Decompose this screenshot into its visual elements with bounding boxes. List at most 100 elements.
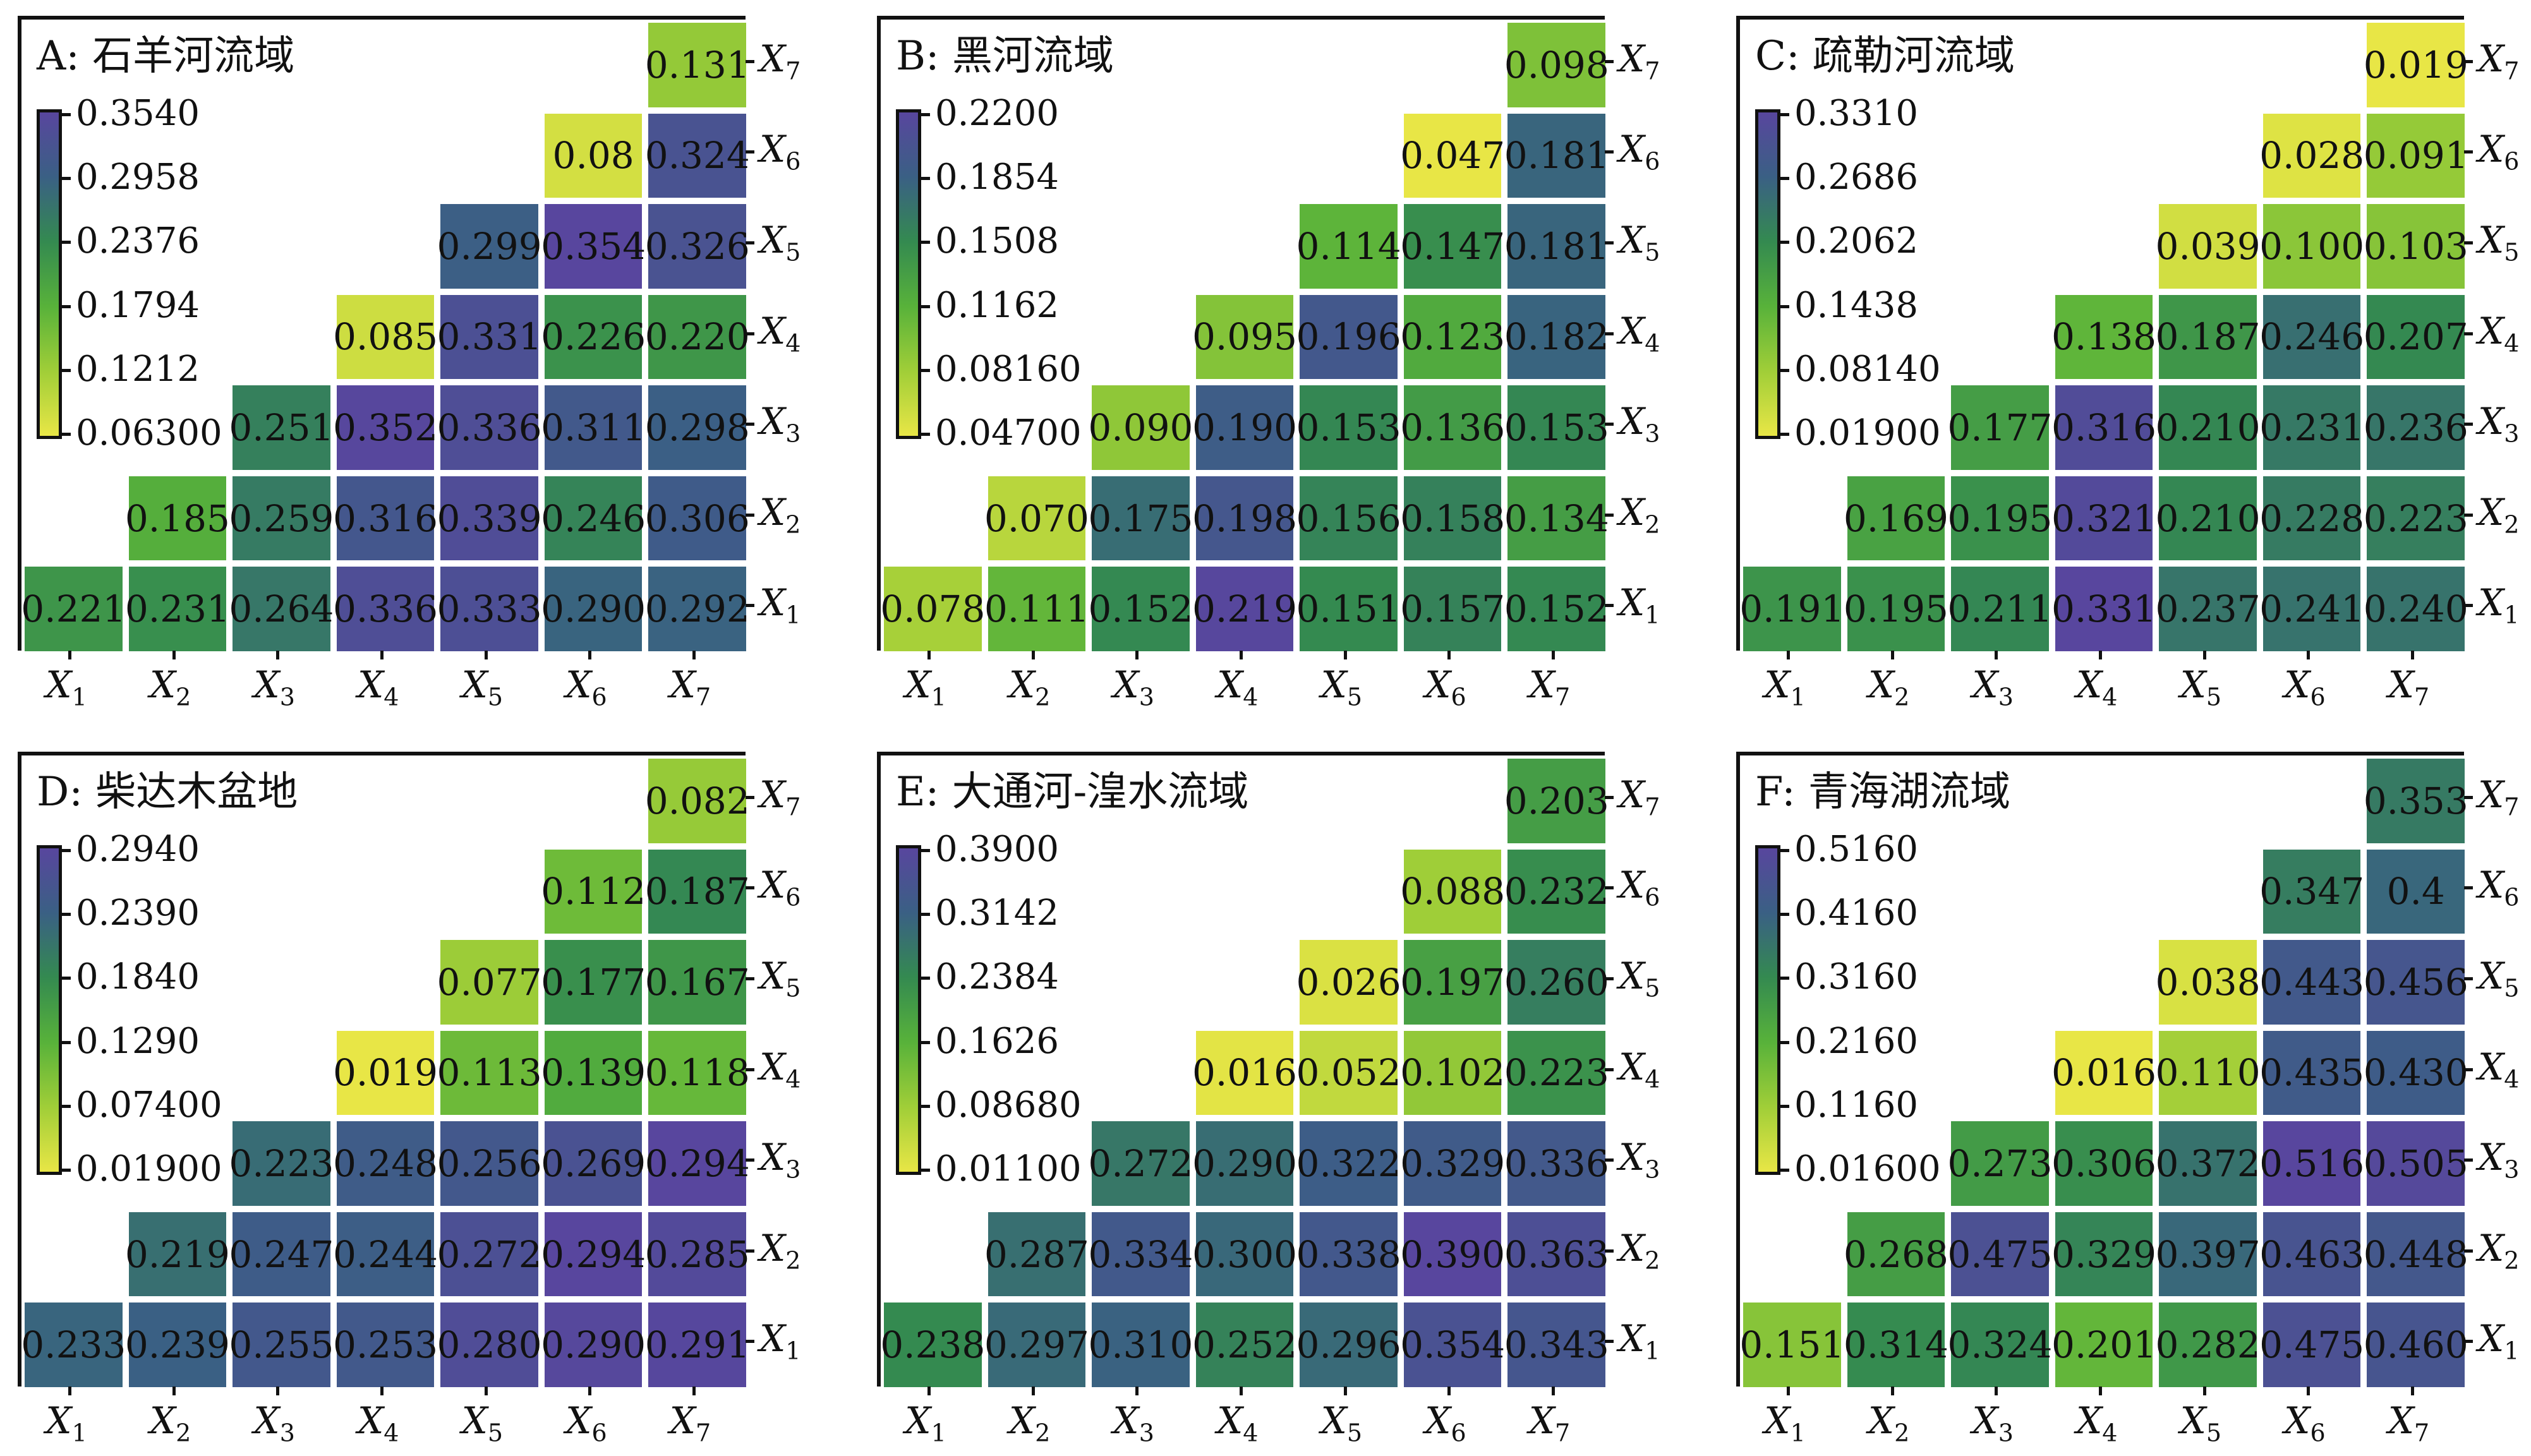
x-tick-label: X1: [45, 663, 87, 711]
heatmap-cell: 0.294: [645, 1118, 750, 1209]
colorbar-tick-label: 0.07400: [76, 1084, 222, 1126]
heatmap-cell: 0.347: [2259, 846, 2364, 937]
heatmap-cell: 0.505: [2364, 1118, 2468, 1209]
colorbar-tick: [62, 849, 71, 852]
x-tick-label: X6: [1425, 1399, 1466, 1447]
heatmap-cell: 0.290: [541, 563, 646, 654]
heatmap-cell: 0.260: [1504, 937, 1609, 1028]
heatmap-cell: 0.114: [1296, 201, 1401, 292]
y-axis-tick: [2464, 1068, 2473, 1071]
heatmap-cell: 0.246: [2259, 291, 2364, 383]
x-axis-tick: [588, 651, 592, 659]
x-axis-tick: [68, 1387, 72, 1395]
colorbar-tick: [921, 433, 930, 436]
colorbar-tick-label: 0.5160: [1794, 829, 1918, 870]
heatmap-cell: 0.448: [2364, 1208, 2468, 1300]
colorbar-tick-label: 0.2384: [935, 956, 1059, 998]
y-axis-tick: [1605, 59, 1614, 63]
panel-title: A: 石羊河流域: [37, 33, 295, 80]
heatmap-cell: 0.290: [541, 1299, 646, 1390]
x-axis-tick: [1787, 1387, 1791, 1395]
y-axis-tick: [2464, 977, 2473, 980]
colorbar: [896, 109, 921, 439]
heatmap-cell: 0.016: [1192, 1027, 1297, 1119]
colorbar-tick-label: 0.1794: [76, 284, 200, 326]
colorbar-tick-label: 0.2940: [76, 829, 200, 870]
heatmap-cell: 0.112: [541, 846, 646, 937]
heatmap-cell: 0.157: [1400, 563, 1505, 654]
y-axis-tick: [1605, 977, 1614, 980]
x-tick-label: X6: [2284, 1399, 2326, 1447]
colorbar: [37, 109, 62, 439]
heatmap-cell: 0.331: [437, 291, 542, 383]
heatmap-cell: 0.238: [880, 1299, 985, 1390]
colorbar-tick-label: 0.1840: [76, 956, 200, 998]
y-tick-label: X7: [1619, 37, 1660, 85]
y-axis-tick: [746, 1158, 754, 1162]
colorbar-tick-label: 0.06300: [76, 412, 222, 454]
y-tick-label: X7: [759, 37, 801, 85]
heatmap-cell: 0.095: [1192, 291, 1297, 383]
heatmap-cell: 0.026: [1296, 937, 1401, 1028]
x-axis-tick: [1787, 651, 1791, 659]
heatmap-cell: 0.151: [1296, 563, 1401, 654]
x-axis-tick: [380, 1387, 384, 1395]
y-tick-label: X4: [2478, 309, 2520, 358]
y-tick-label: X6: [1619, 128, 1660, 176]
y-tick-label: X2: [2478, 1226, 2520, 1275]
colorbar-tick: [921, 304, 930, 308]
heatmap-cell: 0.052: [1296, 1027, 1401, 1119]
y-axis-tick: [1605, 795, 1614, 799]
colorbar-tick: [62, 304, 71, 308]
colorbar-tick: [1780, 1104, 1789, 1108]
heatmap-cell: 0.264: [229, 563, 334, 654]
heatmap-cell: 0.185: [125, 472, 230, 564]
heatmap-cell: 0.153: [1296, 382, 1401, 473]
y-tick-label: X2: [2478, 490, 2520, 539]
x-axis-tick: [2099, 651, 2102, 659]
y-tick-label: X4: [2478, 1045, 2520, 1093]
colorbar-tick: [1780, 1169, 1789, 1172]
heatmap-panel: 0.078 0.111 0.152 0.219 0.151 0.157 0.152 0.070…: [859, 0, 1706, 720]
y-axis-tick: [2464, 332, 2473, 335]
x-tick-label: X5: [461, 663, 504, 711]
x-axis-tick: [484, 651, 488, 659]
colorbar-tick-label: 0.1508: [935, 220, 1059, 262]
heatmap-cell: 0.268: [1844, 1208, 1948, 1300]
x-axis-tick: [692, 651, 696, 659]
heatmap-cell: 0.256: [437, 1118, 542, 1209]
y-axis-tick: [746, 604, 754, 608]
panel-title: C: 疏勒河流域: [1755, 33, 2015, 80]
heatmap-cell: 0.047: [1400, 110, 1505, 202]
x-axis-tick: [927, 651, 931, 659]
heatmap-cell: 0.324: [645, 110, 750, 202]
heatmap-cell: 0.181: [1504, 110, 1609, 202]
colorbar-tick-label: 0.1438: [1794, 284, 1918, 326]
heatmap-cell: 0.241: [2259, 563, 2364, 654]
heatmap-cell: 0.196: [1296, 291, 1401, 383]
x-tick-label: X6: [2284, 663, 2326, 711]
y-axis-tick: [746, 1068, 754, 1071]
y-tick-label: X2: [1619, 1226, 1660, 1275]
colorbar-tick-label: 0.1854: [935, 157, 1059, 198]
x-tick-label: X6: [565, 1399, 607, 1447]
x-tick-label: X3: [1113, 663, 1154, 711]
x-tick-label: X7: [2388, 1399, 2430, 1447]
heatmap-cell: 0.111: [984, 563, 1089, 654]
colorbar-tick-label: 0.2200: [935, 93, 1059, 134]
x-axis-tick: [2099, 1387, 2102, 1395]
heatmap-cell: 0.246: [541, 472, 646, 564]
colorbar: [1755, 109, 1780, 439]
heatmap-cell: 0.298: [645, 382, 750, 473]
colorbar-tick-label: 0.01100: [935, 1148, 1082, 1189]
heatmap-cell: 0.372: [2156, 1118, 2261, 1209]
colorbar-tick: [1780, 113, 1789, 116]
x-axis-tick: [1031, 651, 1035, 659]
colorbar-tick-label: 0.3142: [935, 893, 1059, 934]
x-axis-tick: [1031, 1387, 1035, 1395]
heatmap-cell: 0.363: [1504, 1208, 1609, 1300]
heatmap-cell: 0.08: [541, 110, 646, 202]
heatmap-cell: 0.338: [1296, 1208, 1401, 1300]
colorbar-tick: [921, 977, 930, 980]
x-tick-label: X2: [1868, 1399, 1910, 1447]
